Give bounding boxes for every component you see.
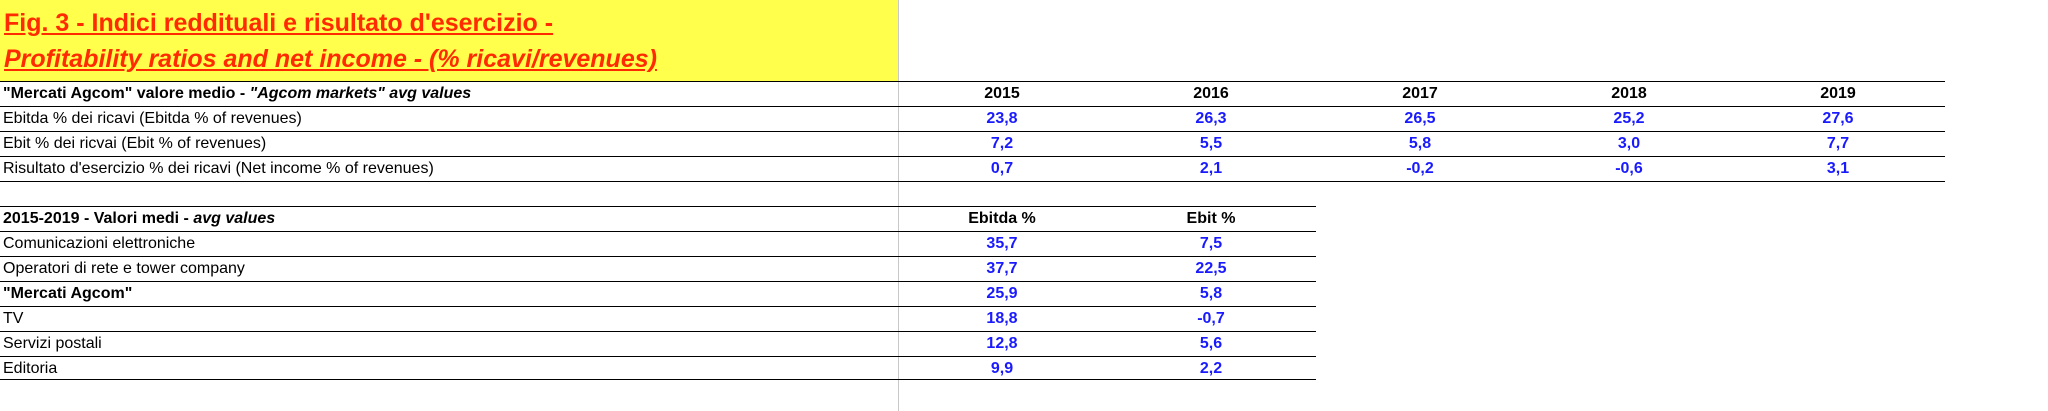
- figure-title-line-1: Fig. 3 - Indici reddituali e risultato d…: [4, 9, 554, 37]
- table1-row-label: Ebit % dei ricvai (Ebit % of revenues): [3, 135, 267, 152]
- table2-row-label: Comunicazioni elettroniche: [3, 235, 196, 252]
- table2-header-border: [0, 231, 1316, 232]
- table1-cell: 0,7: [990, 160, 1014, 177]
- table2-row-border: [0, 281, 1316, 282]
- table1-year-2016: 2016: [1193, 85, 1229, 102]
- table2-header: 2015-2019 - Valori medi - avg values: [3, 206, 275, 231]
- table2-row-label-highlight: "Mercati Agcom": [3, 285, 133, 302]
- table2-row-border: [0, 331, 1316, 332]
- table2-cell: 5,6: [1199, 335, 1223, 352]
- table1-top-border: [0, 81, 1945, 82]
- table2-cell: 35,7: [986, 235, 1018, 252]
- table2-cell: 9,9: [990, 360, 1014, 377]
- table2-cell: -0,7: [1197, 310, 1225, 327]
- table1-cell: 3,1: [1826, 160, 1850, 177]
- table1-cell: 23,8: [986, 110, 1018, 127]
- table1-row-label: Risultato d'esercizio % dei ricavi (Net …: [3, 160, 434, 177]
- table1-cell: 5,5: [1199, 135, 1223, 152]
- table1-bottom-border: [0, 181, 1945, 182]
- table2-cell: 2,2: [1199, 360, 1223, 377]
- table1-header-italic: "Agcom markets" avg values: [249, 85, 472, 102]
- table1-cell: -0,6: [1615, 160, 1643, 177]
- table1-year-2017: 2017: [1402, 85, 1438, 102]
- table1-row-border: [0, 131, 1945, 132]
- table2-cell: 12,8: [986, 335, 1018, 352]
- table1-cell: 7,2: [990, 135, 1014, 152]
- table2-row-label: TV: [3, 310, 24, 327]
- table1-cell: 3,0: [1617, 135, 1641, 152]
- table2-column-ebitda: Ebitda %: [968, 210, 1036, 227]
- table2-cell: 18,8: [986, 310, 1018, 327]
- column-divider: [898, 0, 899, 411]
- table2-cell: 37,7: [986, 260, 1018, 277]
- table1-cell: 2,1: [1199, 160, 1223, 177]
- table2-bottom-border: [0, 379, 1316, 380]
- table2-column-ebit: Ebit %: [1186, 210, 1236, 227]
- table2-cell: 22,5: [1195, 260, 1227, 277]
- table2-cell: 25,9: [986, 285, 1018, 302]
- table2-top-border: [0, 206, 1316, 207]
- table2-row-label: Editoria: [3, 360, 58, 377]
- table2-cell: 5,8: [1199, 285, 1223, 302]
- table2-header-bold: 2015-2019 - Valori medi -: [3, 210, 194, 227]
- table2-row-border: [0, 306, 1316, 307]
- table1-year-2015: 2015: [984, 85, 1020, 102]
- table1-year-2018: 2018: [1611, 85, 1647, 102]
- table1-year-2019: 2019: [1820, 85, 1856, 102]
- figure-title-box: Fig. 3 - Indici reddituali e risultato d…: [0, 0, 898, 81]
- table2-row-border: [0, 256, 1316, 257]
- table1-header: "Mercati Agcom" valore medio - "Agcom ma…: [3, 81, 471, 106]
- table2-cell: 7,5: [1199, 235, 1223, 252]
- table1-row-label: Ebitda % dei ricavi (Ebitda % of revenue…: [3, 110, 302, 127]
- table2-row-label: Operatori di rete e tower company: [3, 260, 245, 277]
- table2-row-border: [0, 356, 1316, 357]
- table1-cell: -0,2: [1406, 160, 1434, 177]
- table1-header-bold: "Mercati Agcom" valore medio -: [3, 85, 250, 102]
- table1-cell: 5,8: [1408, 135, 1432, 152]
- table1-header-border: [0, 106, 1945, 107]
- table1-cell: 26,3: [1195, 110, 1227, 127]
- table2-row-label: Servizi postali: [3, 335, 102, 352]
- table2-header-italic: avg values: [193, 210, 276, 227]
- table1-cell: 7,7: [1826, 135, 1850, 152]
- table1-cell: 27,6: [1822, 110, 1854, 127]
- table1-row-border: [0, 156, 1945, 157]
- table1-cell: 25,2: [1613, 110, 1645, 127]
- figure-title-line-2: Profitability ratios and net income - (%…: [4, 45, 657, 73]
- table1-cell: 26,5: [1404, 110, 1436, 127]
